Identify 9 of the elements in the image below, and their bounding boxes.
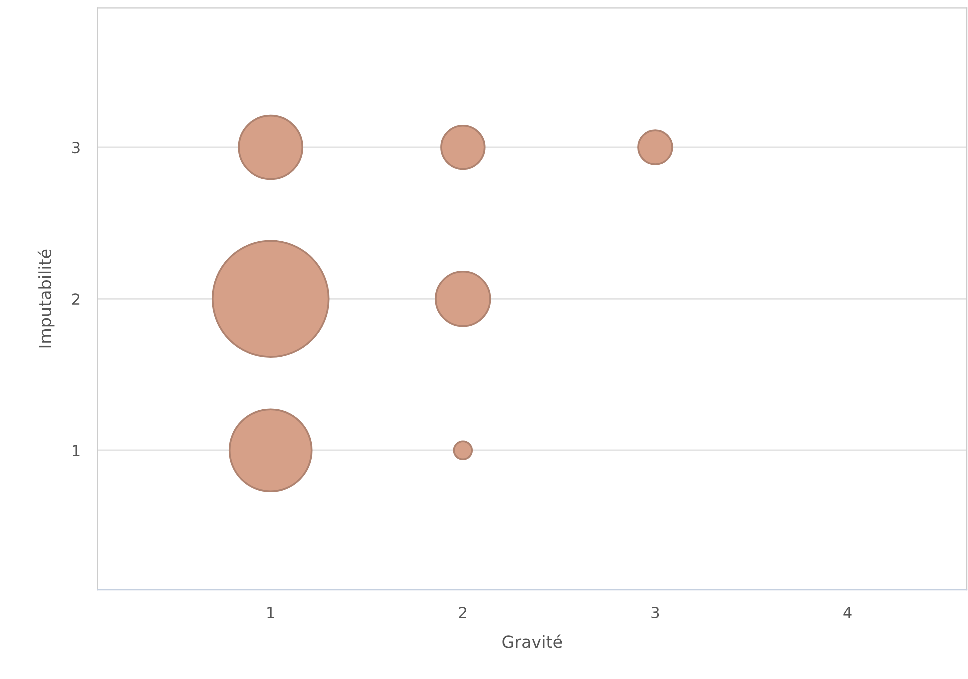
y-tick-label: 2 <box>72 294 80 305</box>
x-tick-label: 4 <box>844 607 852 618</box>
y-axis-title: Imputabilité <box>38 250 55 348</box>
x-tick-label: 1 <box>268 607 274 618</box>
y-tick-label: 1 <box>73 445 80 456</box>
x-tick-label: 2 <box>459 606 466 618</box>
x-tick-label: 3 <box>652 606 660 619</box>
x-axis-title: Gravité <box>502 634 562 648</box>
y-tick-label: 3 <box>72 142 80 154</box>
